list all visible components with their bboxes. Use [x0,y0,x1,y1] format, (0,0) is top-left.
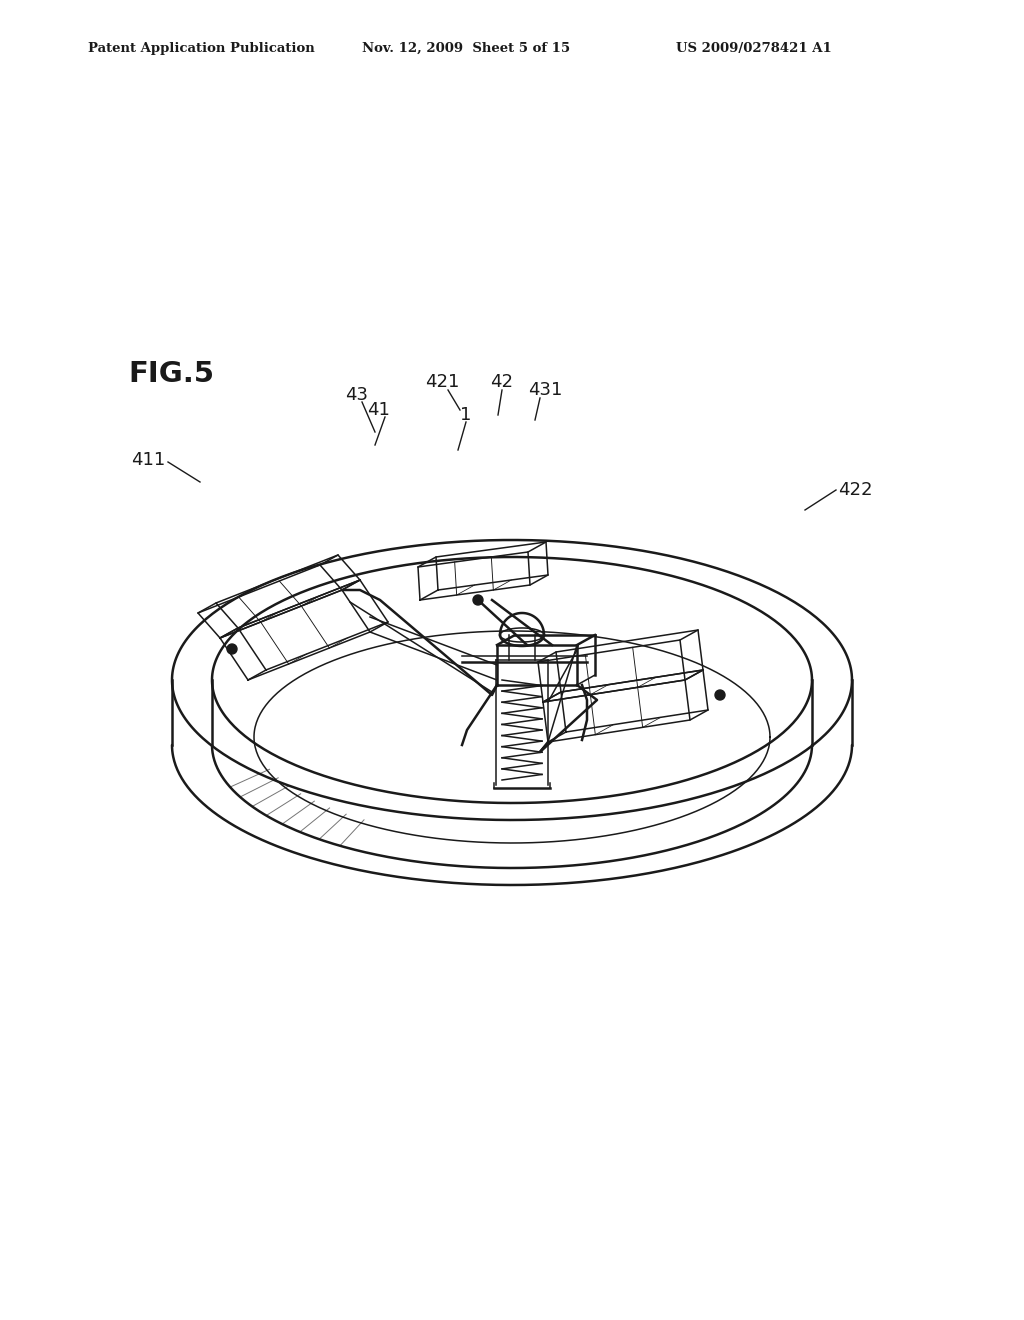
Text: 1: 1 [461,407,472,424]
Text: 42: 42 [490,374,513,391]
Text: Nov. 12, 2009  Sheet 5 of 15: Nov. 12, 2009 Sheet 5 of 15 [362,42,570,55]
Text: 43: 43 [345,385,369,404]
Circle shape [227,644,237,653]
Text: 411: 411 [131,451,165,469]
Text: 422: 422 [838,480,872,499]
Text: US 2009/0278421 A1: US 2009/0278421 A1 [676,42,831,55]
Circle shape [715,690,725,700]
Text: Patent Application Publication: Patent Application Publication [88,42,314,55]
Text: 431: 431 [527,381,562,399]
Text: FIG.5: FIG.5 [128,360,214,388]
Text: 421: 421 [425,374,459,391]
Text: 41: 41 [367,401,389,418]
Circle shape [473,595,483,605]
